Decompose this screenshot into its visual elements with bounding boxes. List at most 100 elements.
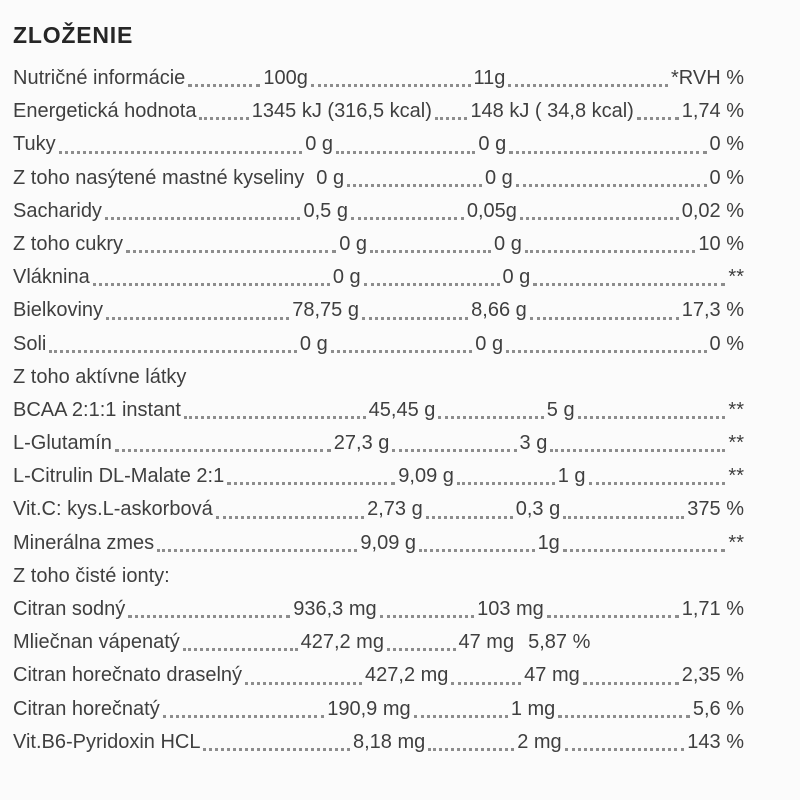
dot-leader — [533, 283, 726, 287]
value-rvh-percent: 0,02 % — [681, 199, 745, 222]
row-label: Citran sodný — [13, 598, 126, 620]
value-per-100g: 427,2 mg — [365, 664, 449, 687]
dot-leader — [428, 747, 515, 751]
value-per-100g: 0,5 g — [303, 199, 348, 222]
row-label: Minerálna zmes — [13, 531, 155, 554]
table-row: BCAA 2:1:1 instant 45,45 g 5 g ** — [13, 394, 744, 427]
row-label: Vit.C: kys.L-askorbová — [13, 498, 213, 521]
table-row: Sacharidy 0,5 g 0,05g 0,02 % — [13, 195, 744, 228]
dot-leader — [203, 747, 350, 751]
value-rvh-percent: 1,74 % — [681, 100, 744, 123]
row-label: L-Glutamín — [13, 432, 112, 455]
value-rvh-percent: 1,71 % — [681, 598, 745, 620]
dot-leader — [49, 349, 297, 353]
table-row: Mliečnan vápenatý 427,2 mg 47 mg 5,87 % — [13, 626, 744, 659]
table-row: Citran horečnatý 190,9 mg 1 mg 5,6 % — [13, 693, 744, 726]
value-per-100g: 78,75 g — [292, 299, 359, 322]
dot-leader — [162, 714, 325, 718]
row-label: Mliečnan vápenatý — [13, 631, 180, 654]
dot-leader — [562, 548, 726, 552]
dot-leader — [188, 84, 261, 88]
row-label: Z toho čisté ionty: — [13, 564, 170, 587]
row-label: Energetická hodnota — [13, 100, 197, 123]
dot-leader — [509, 150, 707, 154]
table-row: Vit.C: kys.L-askorbová 2,73 g 0,3 g 375 … — [13, 493, 744, 526]
value-per-100g: 8,18 mg — [352, 730, 426, 753]
row-label: L-Citrulin DL-Malate 2:1 — [13, 465, 225, 488]
value-per-100g: 2,73 g — [367, 498, 423, 521]
row-label: Vit.B6-Pyridoxin HCL — [13, 730, 201, 753]
value-per-serving: 1 g — [557, 465, 586, 488]
dot-leader — [347, 183, 482, 187]
dot-leader — [519, 216, 679, 220]
dot-leader — [558, 714, 690, 718]
value-per-serving: 1g — [537, 531, 560, 554]
row-label: Z toho cukry — [13, 232, 124, 255]
value-rvh-percent: ** — [728, 266, 744, 289]
dot-leader — [128, 615, 291, 619]
dot-leader — [350, 216, 464, 220]
value-per-100g: 9,09 g — [360, 531, 417, 554]
value-rvh-percent: ** — [728, 465, 744, 488]
value-rvh-percent: 0 % — [709, 166, 744, 189]
value-per-serving: 0,3 g — [515, 498, 561, 521]
dot-leader — [438, 416, 544, 420]
dot-leader — [106, 316, 290, 320]
dot-leader — [508, 84, 668, 88]
value-per-serving: 0 g — [475, 332, 504, 355]
table-row: Minerálna zmes 9,09 g 1g ** — [13, 527, 744, 560]
dot-leader — [227, 482, 396, 486]
dot-leader — [215, 515, 365, 519]
value-per-serving: 47 mg — [524, 664, 580, 687]
dot-leader — [564, 747, 685, 751]
table-row: Soli 0 g 0 g 0 % — [13, 328, 744, 361]
row-label: Nutričné informácie — [13, 67, 186, 89]
value-per-serving: 11g — [473, 67, 506, 89]
value-per-serving: 103 mg — [477, 598, 544, 620]
value-rvh-percent: 375 % — [687, 498, 744, 521]
value-per-100g: 0 g — [332, 266, 361, 289]
dot-leader — [550, 449, 726, 453]
value-per-serving: 5 g — [546, 398, 575, 421]
table-row: Z toho nasýtené mastné kyseliny 0 g 0 g … — [13, 162, 744, 195]
dot-leader — [370, 250, 492, 254]
value-per-serving: 0 g — [502, 266, 531, 289]
table-row: Bielkoviny 78,75 g 8,66 g 17,3 % — [13, 294, 744, 327]
value-per-100g: 9,09 g — [398, 465, 454, 488]
value-rvh-percent: 0 % — [709, 332, 744, 355]
dot-leader — [425, 515, 513, 519]
table-row: L-Glutamín 27,3 g 3 g ** — [13, 427, 744, 460]
page-title: ZLOŽENIE — [13, 22, 134, 48]
dot-leader — [451, 681, 522, 685]
dot-leader — [157, 548, 358, 552]
value-per-serving: 148 kJ ( 34,8 kcal) — [470, 100, 634, 123]
table-row: Z toho cukry 0 g 0 g 10 % — [13, 228, 744, 261]
dot-leader — [563, 515, 685, 519]
value-rvh-percent: ** — [728, 432, 744, 455]
table-row: Vit.B6-Pyridoxin HCL 8,18 mg 2 mg 143 % — [13, 726, 744, 759]
row-label: Bielkoviny — [13, 299, 104, 322]
table-row: Citran horečnato draselný 427,2 mg 47 mg… — [13, 659, 744, 692]
dot-leader — [126, 250, 337, 254]
dot-leader — [577, 416, 726, 420]
row-label: BCAA 2:1:1 instant — [13, 398, 181, 421]
value-per-serving: 0 g — [484, 166, 513, 189]
value-per-100g: 1345 kJ (316,5 kcal) — [251, 100, 432, 123]
value-per-100g: 100g — [263, 67, 308, 89]
dot-leader — [183, 416, 366, 420]
dot-leader — [199, 117, 249, 121]
value-rvh-percent: 2,35 % — [681, 664, 745, 687]
row-label: Tuky — [13, 133, 56, 156]
value-rvh-percent: ** — [728, 398, 744, 421]
value-per-serving: 0 g — [494, 232, 522, 255]
section-header-row: Z toho čisté ionty: — [13, 560, 744, 593]
value-rvh-percent: 0 % — [709, 133, 744, 156]
value-per-100g: 936,3 mg — [293, 598, 377, 620]
dot-leader — [310, 84, 471, 88]
table-row: Vláknina 0 g 0 g ** — [13, 261, 744, 294]
value-rvh-percent: 143 % — [687, 730, 744, 753]
dot-leader — [336, 150, 476, 154]
nutrition-table: Nutričné informácie 100g 11g *RVH % Ener… — [13, 62, 744, 759]
value-per-serving: 3 g — [519, 432, 548, 455]
